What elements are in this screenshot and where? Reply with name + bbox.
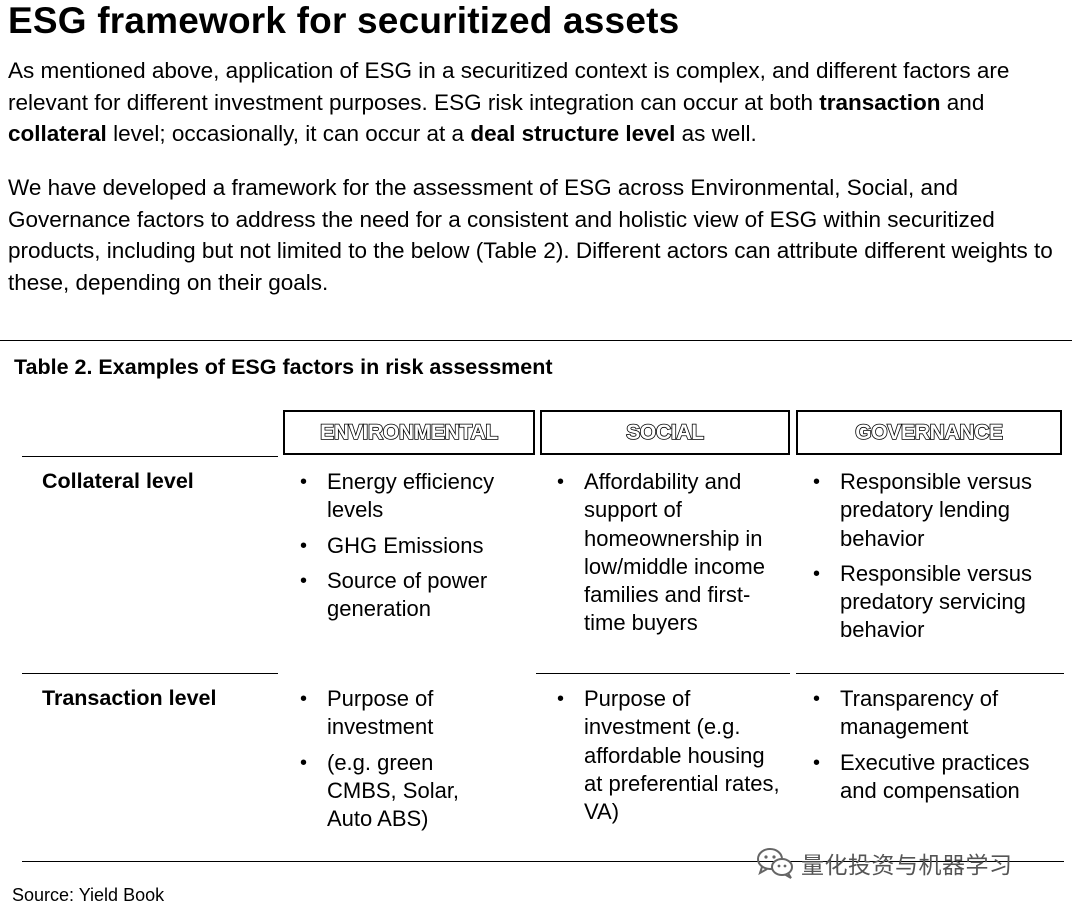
watermark: 量化投资与机器学习	[755, 846, 1013, 880]
watermark-text: 量化投资与机器学习	[801, 853, 1013, 879]
row-label-transaction: Transaction level	[42, 686, 217, 710]
intro-text-2: and	[940, 89, 985, 115]
wechat-icon	[757, 848, 793, 879]
cell-transaction-social: Purpose of investment (e.g. affordable h…	[541, 685, 787, 833]
list-item: Source of power generation	[284, 567, 534, 624]
list-item: Responsible versus predatory lending beh…	[797, 468, 1057, 553]
list-item: Affordability and support of homeownersh…	[541, 468, 781, 638]
list-item: (e.g. green CMBS, Solar, Auto ABS)	[284, 749, 504, 834]
row-line-mid-governance	[796, 673, 1064, 674]
intro-text-3: level; occasionally, it can occur at a	[106, 121, 471, 146]
cell-transaction-governance: Transparency of management Executive pra…	[797, 685, 1047, 812]
header-governance-label: GOVERNANCE	[854, 420, 1003, 445]
intro-bold-deal-structure: deal structure level	[470, 121, 676, 146]
list-item: GHG Emissions	[284, 532, 534, 561]
cell-transaction-environmental: Purpose of investment (e.g. green CMBS, …	[284, 685, 504, 840]
row-line-header-left	[22, 456, 278, 457]
row-line-mid-social	[536, 673, 790, 674]
list-item: Responsible versus predatory servicing b…	[797, 560, 1057, 645]
header-environmental-label: ENVIRONMENTAL	[319, 420, 499, 445]
section-divider	[0, 340, 1072, 341]
header-social-label: SOCIAL	[625, 420, 704, 445]
row-line-mid-left	[22, 673, 278, 674]
intro-paragraph: As mentioned above, application of ESG i…	[8, 55, 1076, 150]
intro-text-4: as well.	[675, 121, 757, 146]
cell-collateral-governance: Responsible versus predatory lending beh…	[797, 468, 1057, 652]
intro-text-1: As mentioned above, application of ESG i…	[8, 58, 1010, 115]
table-title: Table 2. Examples of ESG factors in risk…	[14, 355, 553, 379]
row-label-collateral: Collateral level	[42, 469, 194, 493]
list-item: Executive practices and compensation	[797, 749, 1047, 806]
list-item: Energy efficiency levels	[284, 468, 534, 525]
row-line-bottom	[22, 861, 1064, 862]
list-item: Purpose of investment (e.g. affordable h…	[541, 685, 787, 826]
list-item: Transparency of management	[797, 685, 1047, 742]
cell-collateral-environmental: Energy efficiency levels GHG Emissions S…	[284, 468, 534, 630]
page-title: ESG framework for securitized assets	[8, 0, 680, 41]
header-governance: GOVERNANCE	[796, 410, 1062, 455]
source-note: Source: Yield Book	[12, 885, 165, 905]
list-item: Purpose of investment	[284, 685, 504, 742]
intro-bold-transaction: transaction	[819, 89, 941, 115]
header-environmental: ENVIRONMENTAL	[283, 410, 535, 455]
cell-collateral-social: Affordability and support of homeownersh…	[541, 468, 781, 645]
header-social: SOCIAL	[540, 410, 790, 455]
intro-bold-collateral: collateral	[8, 121, 107, 146]
framework-paragraph: We have developed a framework for the as…	[8, 175, 1053, 295]
